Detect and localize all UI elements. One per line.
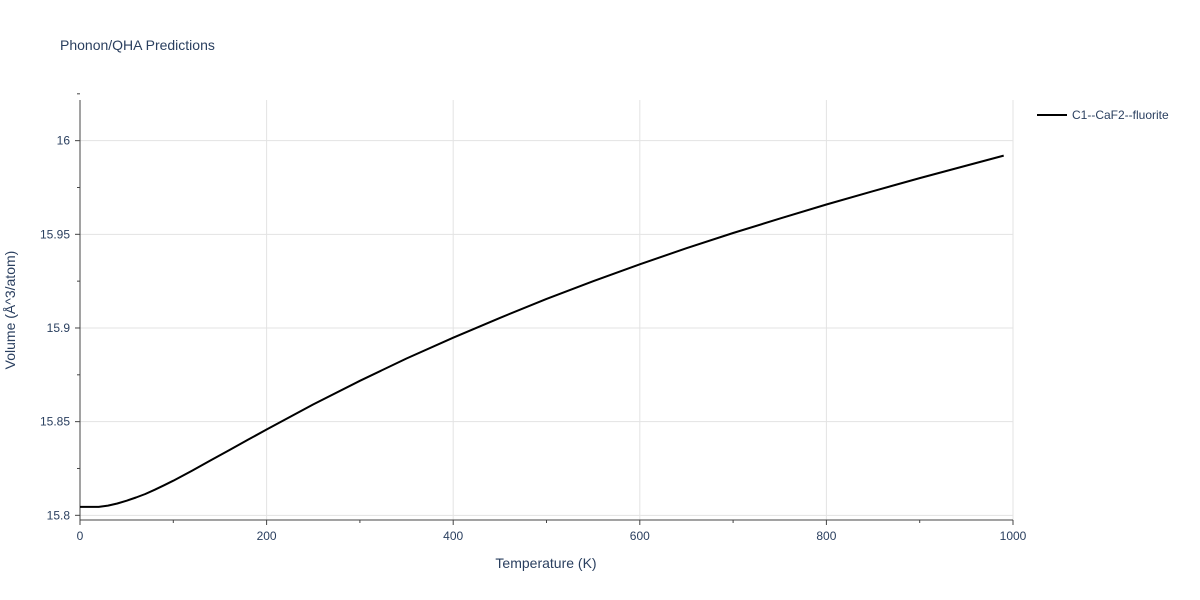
plot-area bbox=[80, 154, 1004, 508]
series-line bbox=[80, 154, 1004, 508]
legend-label: C1--CaF2--fluorite bbox=[1072, 108, 1169, 122]
axes bbox=[75, 93, 1014, 525]
tick-labels: 0 200 400 600 800 1000 15.8 15.85 15.9 15.95 16 bbox=[40, 134, 1027, 543]
y-tick-label: 15.9 bbox=[47, 321, 71, 335]
y-axis-label: Volume (Å^3/atom) bbox=[2, 251, 18, 370]
x-tick-label: 1000 bbox=[1000, 529, 1027, 543]
y-tick-label: 15.95 bbox=[40, 227, 70, 241]
x-tick-label: 400 bbox=[443, 529, 463, 543]
x-tick-label: 800 bbox=[816, 529, 836, 543]
grid-lines bbox=[80, 100, 1014, 520]
chart-title: Phonon/QHA Predictions bbox=[60, 37, 215, 53]
x-tick-label: 600 bbox=[630, 529, 650, 543]
x-tick-label: 200 bbox=[257, 529, 277, 543]
legend[interactable]: C1--CaF2--fluorite bbox=[1037, 108, 1169, 122]
y-tick-label: 15.8 bbox=[47, 508, 71, 522]
x-tick-label: 0 bbox=[77, 529, 84, 543]
y-tick-label: 15.85 bbox=[40, 415, 70, 429]
x-axis-label: Temperature (K) bbox=[495, 555, 596, 571]
y-tick-label: 16 bbox=[57, 134, 71, 148]
